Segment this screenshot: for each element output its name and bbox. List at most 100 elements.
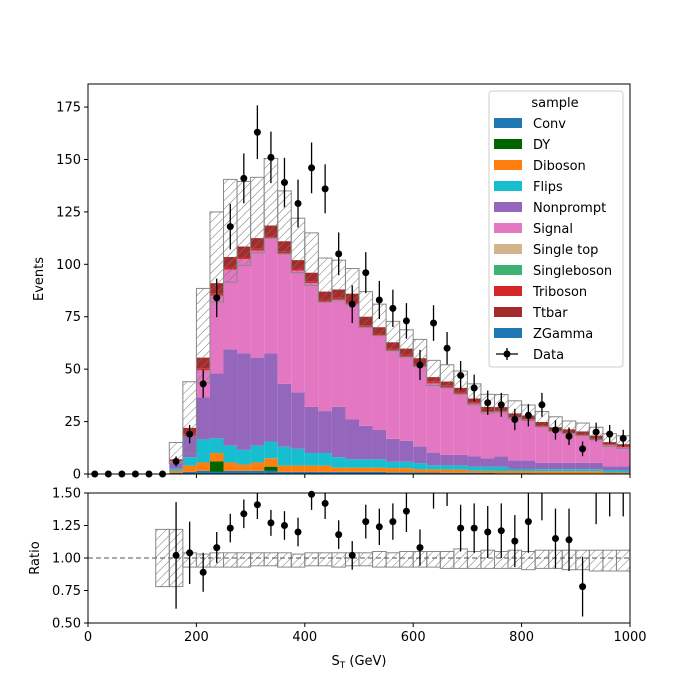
data-point bbox=[551, 426, 559, 434]
ratio-point bbox=[267, 519, 275, 527]
x-tick-label: 1000 bbox=[613, 630, 646, 645]
bar-diboson bbox=[521, 471, 536, 474]
bar-nonprompt bbox=[331, 406, 346, 458]
bar-flips bbox=[426, 465, 441, 470]
data-point bbox=[335, 250, 343, 258]
data-point bbox=[416, 361, 424, 369]
bar-signal bbox=[467, 403, 481, 457]
data-point bbox=[538, 401, 546, 409]
bar-diboson bbox=[440, 469, 454, 473]
ratio-band-bin bbox=[304, 552, 319, 567]
bar-flips bbox=[331, 457, 346, 468]
bar-flips bbox=[223, 445, 238, 463]
bar-signal bbox=[209, 295, 224, 374]
x-tick-label: 200 bbox=[184, 630, 209, 645]
ratio-band-bin bbox=[588, 549, 604, 572]
uncertainty-band-bin bbox=[317, 257, 333, 303]
ratio-point bbox=[294, 528, 302, 536]
ratio-point bbox=[280, 522, 288, 529]
bar-nonprompt bbox=[413, 446, 427, 464]
legend-swatch-ttbar bbox=[494, 307, 522, 317]
bar-diboson bbox=[467, 470, 481, 473]
y-tick-label: 75 bbox=[64, 310, 81, 325]
ratio-band-bin bbox=[331, 552, 346, 568]
ratio-point bbox=[416, 544, 424, 552]
legend-label-data: Data bbox=[533, 348, 564, 363]
bar-signal bbox=[386, 350, 400, 439]
bar-signal bbox=[616, 447, 630, 467]
bar-conv bbox=[426, 472, 441, 474]
bar-diboson bbox=[304, 465, 319, 472]
ratio-y-tick-label: 0.75 bbox=[52, 584, 81, 599]
bar-conv bbox=[237, 470, 251, 474]
ratio-point bbox=[172, 551, 180, 559]
bar-diboson bbox=[223, 462, 238, 471]
bar-nonprompt bbox=[426, 452, 441, 466]
ratio-point bbox=[579, 583, 587, 591]
y-tick-label: 0 bbox=[73, 468, 81, 483]
bar-conv bbox=[291, 471, 305, 474]
bar-flips bbox=[508, 468, 522, 472]
ratio-point bbox=[362, 518, 370, 526]
x-tick-label: 0 bbox=[84, 630, 92, 645]
bar-signal bbox=[426, 383, 441, 453]
bar-diboson bbox=[291, 465, 305, 472]
ratio-band-bin bbox=[521, 551, 536, 571]
legend-swatch-singleboson bbox=[494, 265, 522, 275]
data-points-group bbox=[91, 105, 627, 478]
bar-conv bbox=[277, 471, 292, 474]
bar-nonprompt bbox=[562, 462, 576, 470]
bar-conv bbox=[331, 471, 346, 474]
bar-flips bbox=[521, 468, 536, 472]
x-axis-label-subscript: T bbox=[339, 661, 346, 671]
data-point bbox=[619, 434, 627, 442]
legend-swatch-triboson bbox=[494, 286, 522, 296]
ratio-band-bin bbox=[615, 549, 631, 572]
bar-flips bbox=[196, 439, 210, 463]
legend-label-nonprompt: Nonprompt bbox=[533, 201, 606, 216]
bar-flips bbox=[237, 449, 251, 465]
legend-swatch-dy bbox=[494, 139, 522, 149]
ratio-band-bin bbox=[534, 549, 550, 569]
data-point bbox=[280, 179, 288, 187]
bar-signal bbox=[548, 431, 563, 463]
bar-signal bbox=[372, 335, 387, 430]
legend-label-flips: Flips bbox=[533, 180, 563, 195]
bar-conv bbox=[467, 472, 481, 474]
ratio-point bbox=[389, 518, 397, 526]
ratio-band-bin bbox=[466, 551, 482, 569]
data-point bbox=[389, 304, 397, 312]
bar-conv bbox=[440, 472, 454, 474]
y-tick-label: 50 bbox=[64, 363, 81, 378]
legend-label-conv: Conv bbox=[533, 117, 566, 132]
legend-swatch-zgamma bbox=[494, 328, 522, 338]
data-point bbox=[524, 411, 532, 419]
ratio-point bbox=[308, 490, 316, 498]
bar-diboson bbox=[575, 471, 590, 474]
bar-diboson bbox=[562, 471, 576, 474]
bar-flips bbox=[304, 453, 319, 466]
data-point bbox=[321, 185, 329, 193]
ratio-point bbox=[484, 528, 492, 536]
bar-flips bbox=[467, 466, 481, 471]
y-axis-label-ratio: Ratio bbox=[28, 541, 43, 574]
uncertainty-band-bin bbox=[358, 291, 374, 328]
ratio-panel-frame bbox=[87, 492, 631, 624]
uncertainty-band-bin bbox=[182, 381, 197, 454]
ratio-band-bin bbox=[426, 551, 441, 568]
ratio-point bbox=[551, 535, 559, 542]
bar-diboson bbox=[399, 468, 414, 473]
bar-flips bbox=[616, 470, 630, 473]
bar-nonprompt bbox=[196, 397, 210, 440]
legend-swatch-flips bbox=[494, 181, 522, 191]
bar-nonprompt bbox=[359, 425, 373, 460]
legend-data-marker bbox=[503, 350, 511, 358]
bar-diboson bbox=[345, 467, 359, 472]
legend: sample Conv DY Diboson Flips Nonprompt Signal… bbox=[488, 90, 624, 368]
y-tick-label: 25 bbox=[64, 415, 81, 430]
y-tick-label: 175 bbox=[56, 101, 81, 116]
bar-conv bbox=[223, 470, 238, 474]
bar-conv bbox=[196, 470, 210, 474]
data-point bbox=[375, 296, 383, 304]
